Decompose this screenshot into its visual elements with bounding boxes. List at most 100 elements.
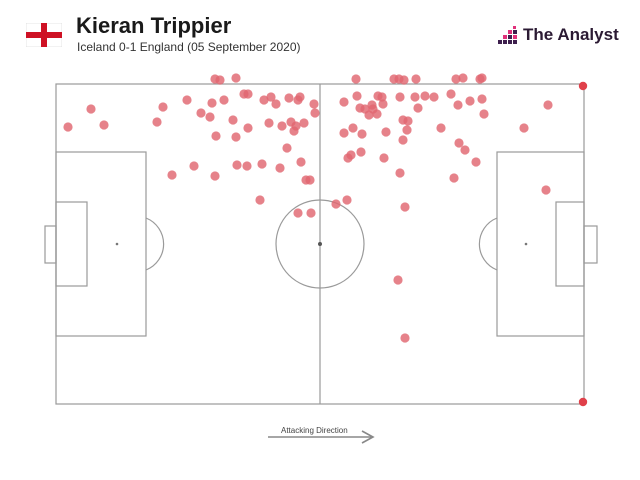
touch-point xyxy=(189,161,199,171)
touch-point xyxy=(368,104,378,114)
touch-point xyxy=(479,109,489,119)
touch-point xyxy=(310,108,320,118)
right-penalty-box xyxy=(496,151,585,337)
touch-point xyxy=(257,159,267,169)
touch-point xyxy=(231,132,241,142)
touch-point xyxy=(182,95,192,105)
pitch-markings xyxy=(44,83,598,405)
touch-point xyxy=(277,121,287,131)
touch-point xyxy=(228,115,238,125)
touch-point xyxy=(339,128,349,138)
touch-point xyxy=(309,99,319,109)
touch-point xyxy=(305,175,315,185)
touch-point xyxy=(395,92,405,102)
touch-point xyxy=(196,108,206,118)
touch-point xyxy=(205,112,215,122)
touch-point xyxy=(377,92,387,102)
touch-point xyxy=(210,171,220,181)
attacking-direction-arrow xyxy=(268,430,375,444)
touch-point xyxy=(398,135,408,145)
touch-point xyxy=(266,92,276,102)
touch-point xyxy=(158,102,168,112)
touch-point xyxy=(275,163,285,173)
left-penalty-spot xyxy=(115,242,119,246)
touch-point xyxy=(446,89,456,99)
touch-point xyxy=(346,150,356,160)
touch-point xyxy=(299,118,309,128)
touch-point xyxy=(460,145,470,155)
corner-touch-point xyxy=(578,81,588,91)
attacking-direction-label: Attacking Direction xyxy=(281,426,348,435)
touch-point xyxy=(259,95,269,105)
touch-point xyxy=(543,100,553,110)
left-goal xyxy=(44,225,57,264)
touch-point xyxy=(356,147,366,157)
touch-point xyxy=(420,91,430,101)
touch-point xyxy=(379,153,389,163)
touch-point xyxy=(243,123,253,133)
brand-name: The Analyst xyxy=(523,25,619,44)
touch-point xyxy=(215,75,225,85)
left-penalty-box xyxy=(55,151,147,337)
centre-circle xyxy=(275,199,365,289)
centre-spot xyxy=(318,242,322,246)
touch-point xyxy=(471,157,481,167)
touch-point xyxy=(413,103,423,113)
touch-point xyxy=(458,73,468,83)
touch-point xyxy=(411,74,421,84)
touch-point xyxy=(465,96,475,106)
touch-point xyxy=(381,127,391,137)
touch-point xyxy=(331,199,341,209)
touch-point xyxy=(243,89,253,99)
touch-point xyxy=(99,120,109,130)
touch-point xyxy=(357,129,367,139)
touch-point xyxy=(477,73,487,83)
touch-point xyxy=(232,160,242,170)
touch-point xyxy=(231,73,241,83)
touch-points xyxy=(63,73,588,407)
touch-point xyxy=(284,93,294,103)
touch-point xyxy=(207,98,217,108)
left-penalty-arc xyxy=(145,217,165,271)
touch-point xyxy=(342,195,352,205)
touch-point xyxy=(477,94,487,104)
touch-point xyxy=(451,74,461,84)
touch-point xyxy=(86,104,96,114)
touch-point xyxy=(541,185,551,195)
touch-point xyxy=(389,74,399,84)
touch-point xyxy=(410,92,420,102)
header: Kieran Trippier Iceland 0-1 England (05 … xyxy=(0,0,640,60)
england-flag-icon xyxy=(26,23,62,47)
touch-point xyxy=(339,97,349,107)
touch-point xyxy=(348,123,358,133)
touch-point xyxy=(352,91,362,101)
touch-point xyxy=(399,75,409,85)
the-analyst-logo-icon xyxy=(498,26,517,44)
touch-point xyxy=(429,92,439,102)
touch-point xyxy=(293,208,303,218)
touch-point xyxy=(395,168,405,178)
touch-point xyxy=(519,123,529,133)
touch-point xyxy=(306,208,316,218)
touch-point xyxy=(400,202,410,212)
touch-point xyxy=(393,275,403,285)
touch-point xyxy=(449,173,459,183)
touch-point xyxy=(351,74,361,84)
touch-point xyxy=(289,126,299,136)
touch-point xyxy=(436,123,446,133)
corner-touch-point xyxy=(578,397,588,407)
touch-point xyxy=(211,131,221,141)
right-penalty-arc xyxy=(478,217,498,271)
touch-point xyxy=(282,143,292,153)
touch-point xyxy=(296,157,306,167)
touch-point xyxy=(400,333,410,343)
touch-point xyxy=(293,95,303,105)
touch-point xyxy=(454,138,464,148)
player-name: Kieran Trippier xyxy=(76,13,232,38)
touch-point xyxy=(378,99,388,109)
right-six-yard-box xyxy=(555,201,585,287)
touch-point xyxy=(402,125,412,135)
touch-point xyxy=(453,100,463,110)
touch-point xyxy=(264,118,274,128)
